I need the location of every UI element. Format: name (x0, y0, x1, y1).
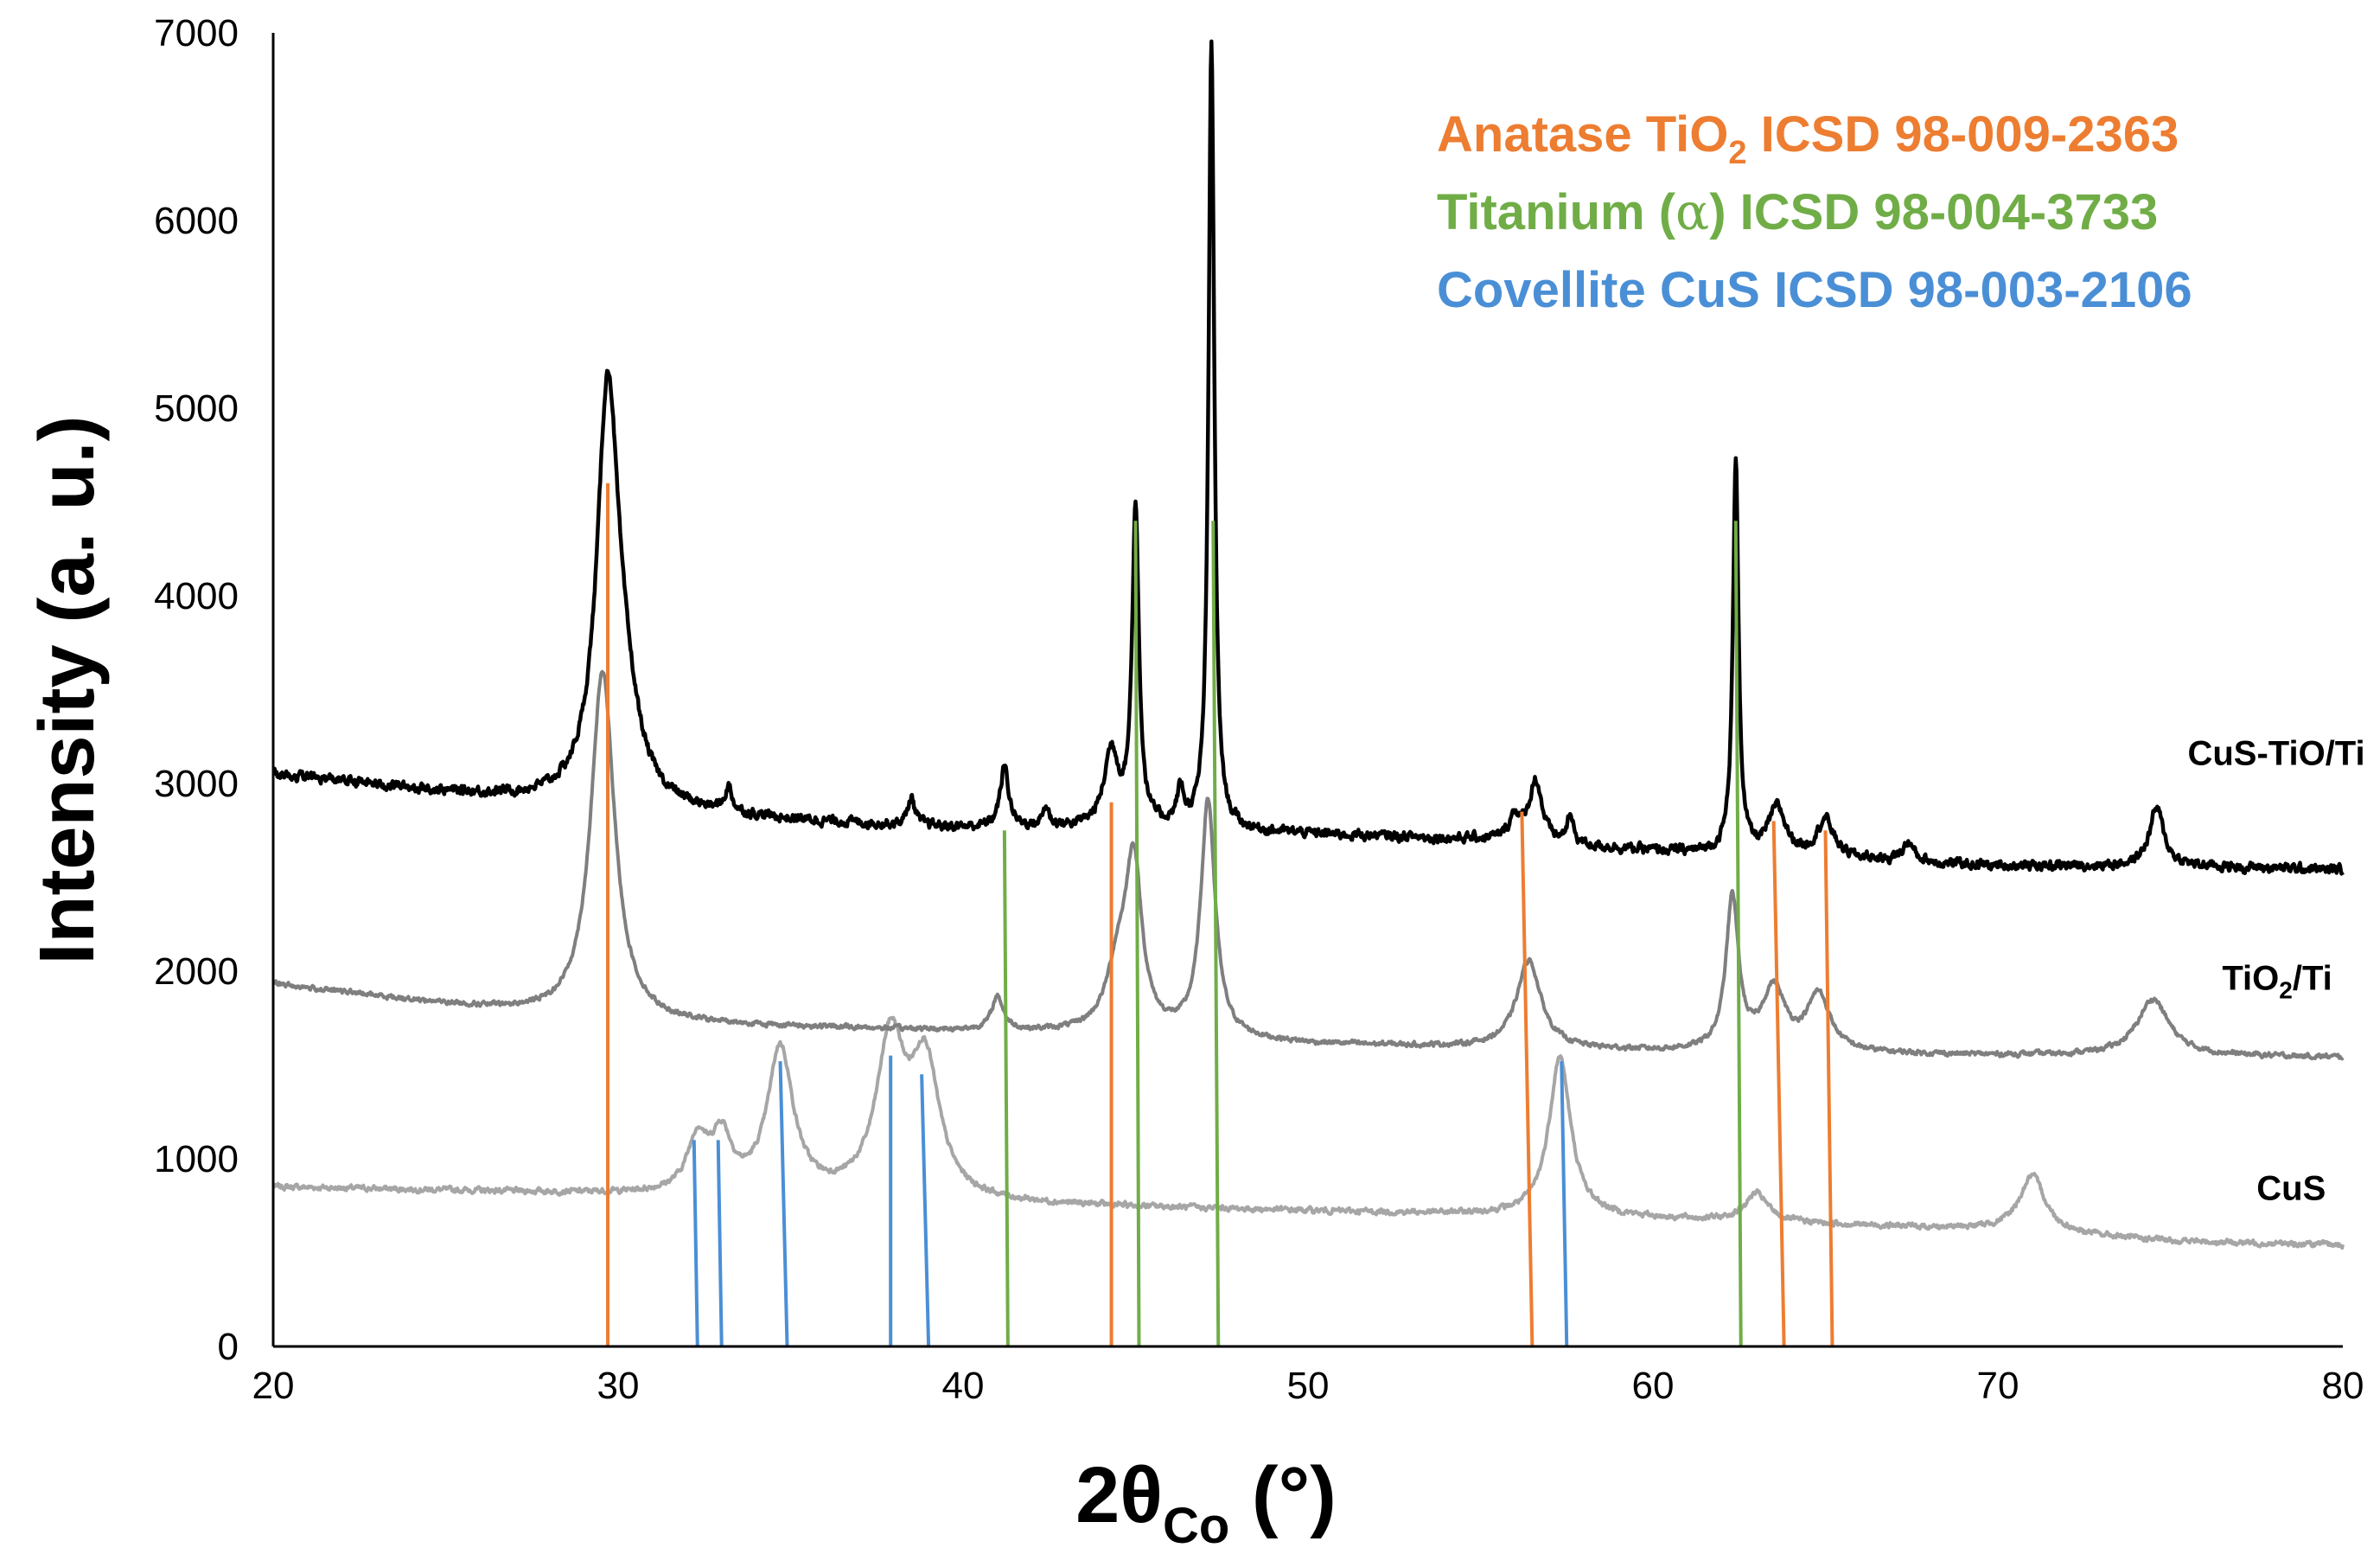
x-tick-label-30: 30 (597, 1365, 640, 1407)
legend-entry-titanium: Titanium (α) ICSD 98-004-3733 (1437, 182, 2158, 241)
series-line-cus-tio-ti (271, 39, 2345, 876)
y-axis-title: Intensity (a. u.) (24, 415, 111, 964)
y-tick-label-3000: 3000 (154, 763, 239, 805)
series-label-cus-tio-ti: CuS-TiO/Ti (2187, 734, 2364, 772)
x-axis-title-main: 2θ (1075, 1451, 1163, 1539)
y-tick-label-0: 0 (218, 1326, 239, 1368)
y-tick-label-4000: 4000 (154, 575, 239, 617)
series-label-cus: CuS (2256, 1170, 2326, 1208)
reference-line-anatase-tio2-2 (1520, 811, 1535, 1347)
y-tick-labels: 0 1000 2000 3000 4000 5000 6000 7000 (154, 12, 239, 1368)
reference-line-covellite-cus-5 (1560, 1061, 1569, 1347)
y-tick-label-2000: 2000 (154, 950, 239, 993)
reference-line-covellite-cus-0 (692, 1140, 699, 1347)
axes (271, 33, 2343, 1348)
x-tick-label-50: 50 (1287, 1365, 1330, 1407)
reference-line-titanium--0 (1002, 830, 1010, 1347)
reference-line-titanium--1 (1133, 521, 1141, 1347)
reference-line-anatase-tio2-3 (1771, 821, 1786, 1347)
y-tick-label-1000: 1000 (154, 1138, 239, 1180)
x-tick-label-60: 60 (1632, 1365, 1675, 1407)
x-tick-label-40: 40 (942, 1365, 985, 1407)
reference-line-covellite-cus-2 (778, 1061, 789, 1347)
reference-line-covellite-cus-4 (920, 1074, 931, 1347)
x-tick-labels: 20 30 40 50 60 70 80 (252, 1365, 2364, 1407)
x-axis-title: 2θCo (°) (1075, 1451, 1337, 1554)
y-tick-label-6000: 6000 (154, 200, 239, 242)
series-line-tio2-ti (271, 669, 2345, 1061)
x-tick-label-20: 20 (252, 1365, 295, 1407)
reference-lines-layer (606, 483, 1834, 1347)
series-label-tio2-ti: TiO2/Ti (2222, 960, 2332, 1004)
series-line-cus (271, 1015, 2345, 1250)
series-layer (271, 39, 2345, 1250)
reference-line-titanium--2 (1211, 521, 1221, 1347)
x-axis-title-sub: Co (1163, 1498, 1229, 1554)
reference-line-covellite-cus-1 (716, 1140, 724, 1347)
series-labels: CuS-TiO/Ti TiO2/Ti CuS (2187, 734, 2364, 1207)
legend-entry-anatase: Anatase TiO2 ICSD 98-009-2363 (1437, 106, 2179, 171)
legend: Anatase TiO2 ICSD 98-009-2363 Titanium (… (1437, 106, 2192, 318)
y-tick-label-7000: 7000 (154, 12, 239, 54)
y-tick-label-5000: 5000 (154, 387, 239, 430)
reference-line-titanium--3 (1733, 521, 1743, 1347)
x-axis-title-unit: (°) (1229, 1451, 1337, 1539)
legend-entry-covellite: Covellite CuS ICSD 98-003-2106 (1437, 262, 2192, 318)
x-tick-label-80: 80 (2322, 1365, 2364, 1407)
x-tick-label-70: 70 (1977, 1365, 2019, 1407)
reference-line-anatase-tio2-4 (1823, 830, 1834, 1347)
